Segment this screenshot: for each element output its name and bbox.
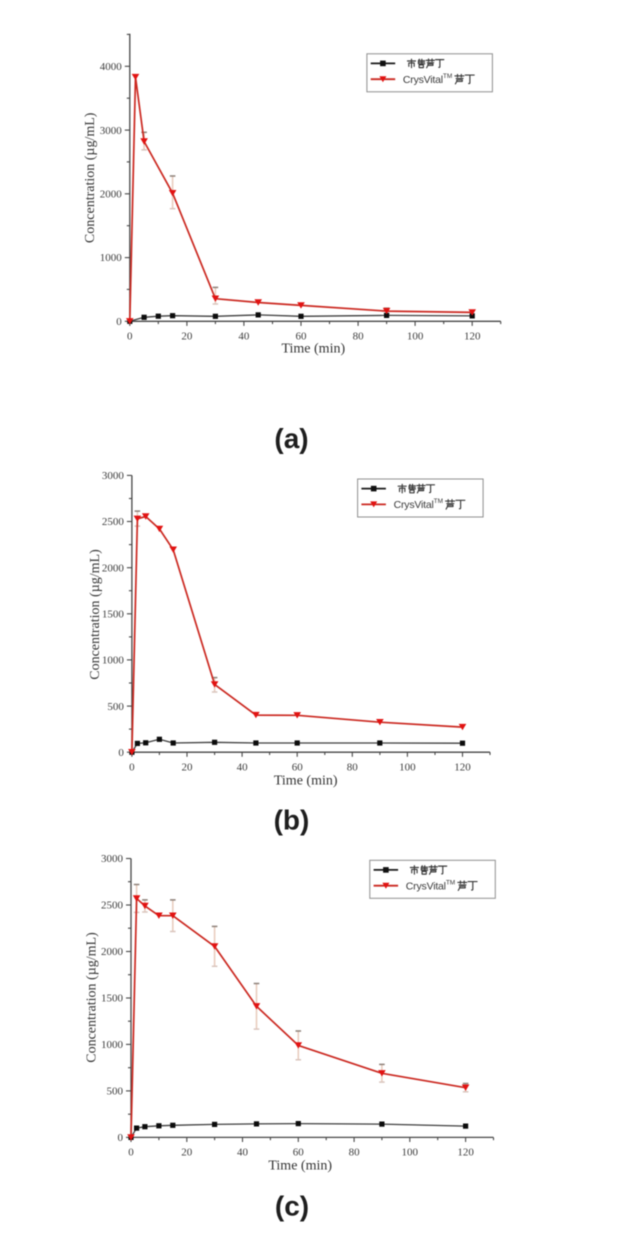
svg-text:Time (min): Time (min): [274, 774, 338, 789]
svg-text:Time (min): Time (min): [281, 341, 345, 356]
svg-text:Time (min): Time (min): [268, 1159, 332, 1174]
svg-text:2000: 2000: [100, 189, 123, 201]
svg-text:100: 100: [402, 1147, 419, 1159]
svg-text:2500: 2500: [101, 900, 124, 912]
svg-text:60: 60: [296, 331, 308, 343]
svg-text:40: 40: [238, 331, 250, 343]
svg-text:60: 60: [293, 1147, 305, 1159]
svg-text:Concentration (µg/mL): Concentration (µg/mL): [88, 549, 103, 680]
svg-text:500: 500: [107, 1086, 124, 1098]
svg-text:CrysVitalTM: CrysVitalTM: [403, 73, 452, 86]
svg-text:0: 0: [118, 1132, 124, 1144]
svg-text:2000: 2000: [102, 562, 125, 574]
svg-text:0: 0: [116, 316, 122, 328]
svg-text:Concentration (µg/mL): Concentration (µg/mL): [83, 112, 98, 243]
svg-text:120: 120: [454, 761, 471, 773]
svg-text:1000: 1000: [102, 655, 125, 667]
svg-text:Concentration (µg/mL): Concentration (µg/mL): [85, 932, 100, 1063]
svg-text:0: 0: [129, 761, 135, 773]
svg-text:20: 20: [182, 761, 194, 773]
svg-text:0: 0: [118, 747, 124, 759]
svg-text:60: 60: [292, 761, 304, 773]
svg-text:100: 100: [399, 761, 416, 773]
svg-text:80: 80: [347, 761, 359, 773]
svg-text:3000: 3000: [102, 470, 125, 482]
svg-text:40: 40: [237, 1147, 249, 1159]
svg-text:1000: 1000: [101, 1039, 124, 1051]
svg-text:20: 20: [181, 331, 193, 343]
svg-text:500: 500: [107, 701, 124, 713]
svg-text:4000: 4000: [100, 61, 123, 73]
svg-text:0: 0: [128, 1147, 134, 1159]
svg-text:1500: 1500: [102, 609, 125, 621]
svg-text:80: 80: [349, 1147, 361, 1159]
svg-text:100: 100: [407, 331, 424, 343]
svg-text:1500: 1500: [101, 993, 124, 1005]
svg-text:CrysVitalTM: CrysVitalTM: [406, 879, 455, 892]
svg-text:0: 0: [127, 331, 133, 343]
svg-text:(b): (b): [274, 805, 310, 836]
svg-text:20: 20: [181, 1147, 193, 1159]
svg-text:(c): (c): [275, 1191, 309, 1222]
svg-text:120: 120: [464, 331, 481, 343]
svg-text:3000: 3000: [100, 125, 123, 137]
svg-text:120: 120: [457, 1147, 474, 1159]
svg-text:2000: 2000: [101, 946, 124, 958]
svg-text:CrysVitalTM: CrysVitalTM: [394, 498, 443, 511]
svg-text:(a): (a): [274, 423, 308, 454]
svg-text:1000: 1000: [100, 252, 123, 264]
svg-text:40: 40: [237, 761, 249, 773]
svg-text:80: 80: [353, 331, 365, 343]
svg-text:3000: 3000: [101, 853, 124, 865]
svg-text:2500: 2500: [102, 516, 125, 528]
